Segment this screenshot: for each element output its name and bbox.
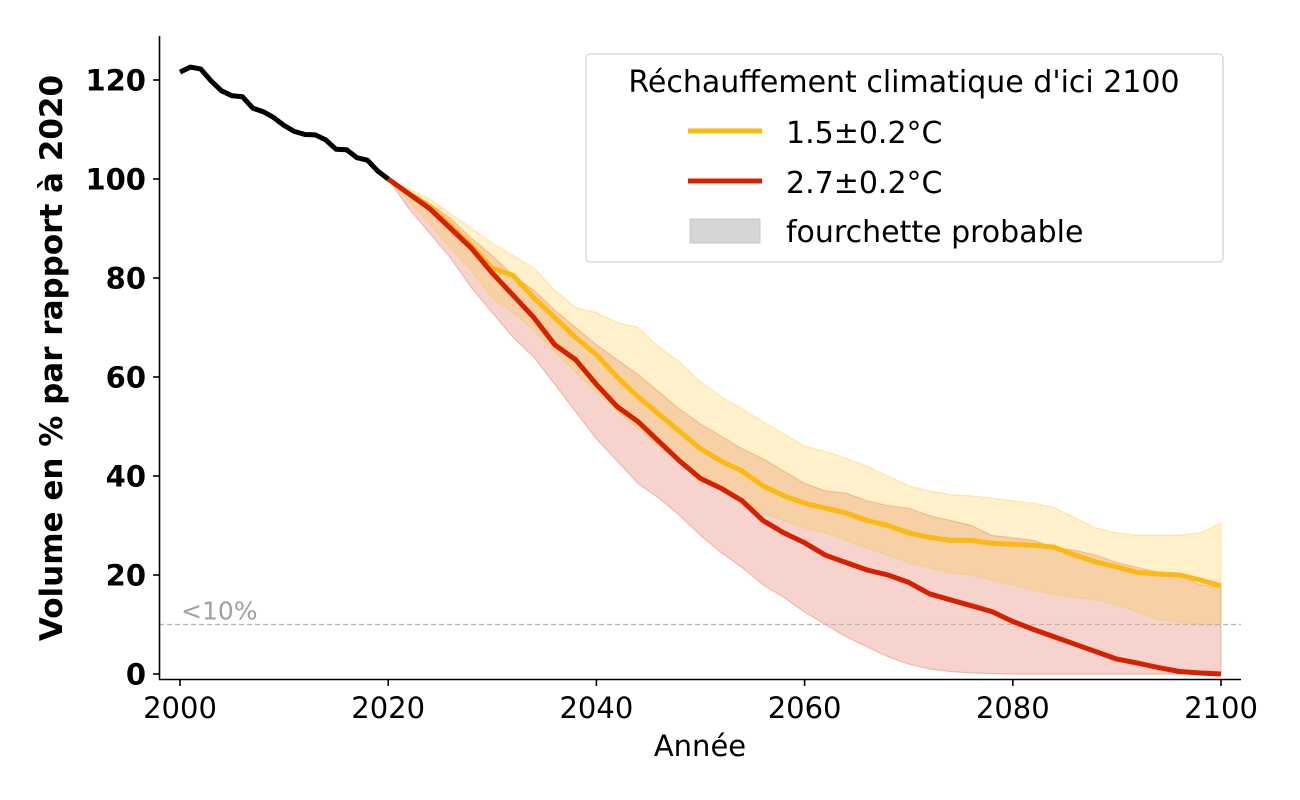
- legend-label-2-7c: 2.7±0.2°C: [786, 166, 943, 201]
- y-axis-ticks: 0 20 40 60 80 100 120: [85, 64, 159, 692]
- legend-frame: [585, 53, 1224, 263]
- x-tick-label: 2040: [559, 691, 633, 725]
- y-tick-label: 120: [85, 64, 146, 98]
- x-tick-label: 2060: [768, 691, 842, 725]
- x-tick-label: 2000: [143, 691, 217, 725]
- line-1-5c: [386, 176, 1222, 589]
- y-tick-label: 20: [106, 559, 146, 593]
- x-axis-label: Année: [654, 729, 746, 763]
- y-tick-label: 100: [85, 163, 146, 197]
- y-tick-label: 0: [126, 658, 146, 692]
- legend-title: Réchauffement climatique d'ici 2100: [628, 65, 1179, 100]
- legend-label-range: fourchette probable: [786, 215, 1083, 250]
- y-tick-label: 80: [106, 262, 146, 296]
- line-2-7c: [386, 176, 1222, 677]
- x-tick-label: 2100: [1184, 691, 1258, 725]
- x-tick-label: 2020: [351, 691, 425, 725]
- y-tick-label: 60: [106, 361, 146, 395]
- y-tick-label: 40: [106, 460, 146, 494]
- y-axis-label: Volume en % par rapport à 2020: [34, 75, 70, 641]
- x-tick-label: 2080: [976, 691, 1050, 725]
- legend-swatch-range: [689, 218, 761, 244]
- threshold-annotation: <10%: [181, 597, 258, 626]
- line-historical: [178, 64, 390, 181]
- series-lines: [178, 64, 1222, 677]
- legend-label-1-5c: 1.5±0.2°C: [786, 116, 943, 151]
- legend: Réchauffement climatique d'ici 2100 1.5±…: [585, 53, 1224, 263]
- band-2-7c: [387, 178, 1222, 675]
- x-axis-ticks: 2000 2020 2040 2060 2080 2100: [143, 680, 1258, 725]
